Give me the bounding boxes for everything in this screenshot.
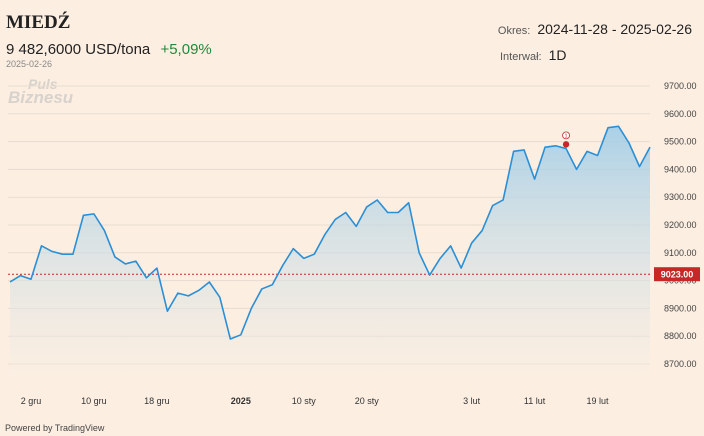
- period-value[interactable]: 2024-11-28 - 2025-02-26: [537, 21, 692, 37]
- price-line: [9, 125, 651, 340]
- y-tick-label: 9400.00: [664, 164, 697, 174]
- y-tick-label: 9600.00: [664, 109, 697, 119]
- y-tick-label: 8700.00: [664, 359, 697, 369]
- event-marker: [562, 141, 570, 148]
- y-tick-label: 8800.00: [664, 331, 697, 341]
- interval-label: Interwał:: [500, 51, 542, 63]
- x-tick-label: 10 sty: [292, 396, 317, 406]
- y-tick-label: 9700.00: [664, 81, 697, 91]
- puls-biznesu-logo: Puls Biznesu: [8, 76, 74, 107]
- period-label: Okres:: [497, 25, 531, 37]
- period-selector[interactable]: Okres: 2024-11-28 - 2025-02-26: [498, 21, 692, 37]
- y-tick-label: 8900.00: [664, 303, 697, 313]
- instrument-title: MIEDŹ: [6, 12, 71, 33]
- price-row: 9 482,6000 USD/tona +5,09%: [6, 41, 212, 58]
- interval-selector[interactable]: Interwał: 1D: [500, 47, 567, 63]
- price-date: 2025-02-26: [6, 59, 53, 69]
- logo-line-2: Biznesu: [8, 88, 74, 107]
- x-tick-label: 11 lut: [524, 396, 546, 406]
- y-tick-label: 9500.00: [664, 137, 697, 147]
- price-area: [10, 126, 650, 380]
- x-tick-label: 2 gru: [21, 396, 42, 406]
- reference-label: 9023.00: [661, 270, 694, 280]
- x-tick-label: 2025: [231, 396, 251, 406]
- y-tick-label: 9100.00: [664, 248, 697, 258]
- reference-label-box: [654, 267, 700, 282]
- x-tick-label: 18 gru: [144, 396, 170, 406]
- tradingview-credit[interactable]: Powered by TradingView: [5, 423, 105, 433]
- x-tick-label: 10 gru: [81, 396, 107, 406]
- price-change: +5,09%: [160, 41, 212, 58]
- x-tick-label: 3 lut: [463, 396, 481, 406]
- interval-value[interactable]: 1D: [548, 47, 567, 63]
- event-marker-label: 1: [565, 133, 568, 139]
- y-tick-label: 9300.00: [664, 192, 697, 202]
- x-tick-label: 20 sty: [355, 396, 380, 406]
- y-tick-label: 9200.00: [664, 220, 697, 230]
- event-marker-badge: [562, 131, 570, 140]
- logo-line-1: Puls: [28, 76, 58, 92]
- x-tick-label: 19 lut: [587, 396, 610, 406]
- current-price: 9 482,6000 USD/tona: [6, 41, 151, 58]
